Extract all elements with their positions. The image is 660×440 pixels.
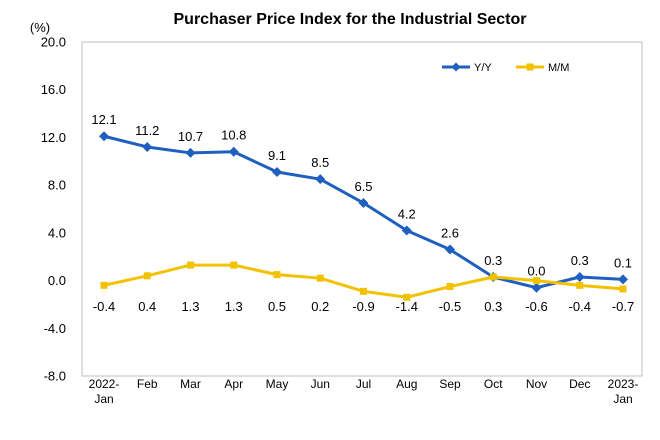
x-tick-label: 2023-Jan xyxy=(608,377,639,406)
data-point xyxy=(360,287,367,295)
data-point xyxy=(100,281,108,289)
y-tick-label: 12.0 xyxy=(41,130,66,145)
data-point xyxy=(619,285,627,293)
x-tick-label: Aug xyxy=(396,377,417,391)
data-point xyxy=(618,274,628,285)
data-point xyxy=(142,141,153,152)
data-label-mm: 0.4 xyxy=(138,299,156,314)
data-label-yy: 0.3 xyxy=(571,253,589,268)
data-label-yy: 10.8 xyxy=(221,128,246,143)
y-tick-label: 20.0 xyxy=(41,35,66,50)
data-point xyxy=(574,271,585,282)
data-point xyxy=(446,283,454,291)
data-label-yy: 9.1 xyxy=(268,148,286,163)
data-point xyxy=(187,261,194,269)
data-label-mm: 1.3 xyxy=(181,299,199,314)
legend-item: Y/Y xyxy=(442,62,492,74)
y-tick-label: 0.0 xyxy=(48,273,66,288)
data-point xyxy=(272,167,282,178)
data-point xyxy=(576,281,584,289)
x-tick-label: Dec xyxy=(569,377,590,391)
data-labels: 12.1 11.2 10.7 10.8 9.1 8.5 6.5 4.2 2.6 0.3 0.0 0.3… xyxy=(91,112,634,314)
data-point xyxy=(185,147,196,158)
x-tick-label: May xyxy=(266,377,289,391)
data-label-yy: 0.0 xyxy=(527,264,545,279)
data-label-yy: 2.6 xyxy=(441,226,459,241)
plot-area-border xyxy=(81,41,643,377)
series-layer xyxy=(99,131,628,301)
data-label-yy: 4.2 xyxy=(398,206,416,221)
y-axis-ticks: 20.0 16.0 12.0 8.0 4.0 0.0 -4.0 -8.0 xyxy=(41,35,66,384)
x-axis-ticks: 2022-Jan Feb Mar Apr May Jun Jul Aug Sep Oct Nov De… xyxy=(89,377,639,406)
legend-marker xyxy=(526,63,534,71)
data-point xyxy=(403,293,411,301)
y-axis-unit-label: (%) xyxy=(30,20,50,35)
y-tick-label: 4.0 xyxy=(48,225,66,240)
legend: Y/Y M/M xyxy=(442,62,569,74)
data-point xyxy=(489,273,497,281)
data-point xyxy=(143,272,151,280)
data-point xyxy=(316,274,324,282)
data-point xyxy=(230,261,238,269)
data-point xyxy=(228,146,239,157)
legend-label: M/M xyxy=(548,62,569,74)
data-label-mm: -1.4 xyxy=(396,299,418,314)
legend-item: M/M xyxy=(516,62,569,74)
data-label-yy: 12.1 xyxy=(91,112,116,127)
data-label-mm: -0.9 xyxy=(352,299,374,314)
y-tick-label: 16.0 xyxy=(41,82,66,97)
data-label-mm: 0.2 xyxy=(311,299,329,314)
data-point xyxy=(358,198,369,209)
data-label-mm: -0.5 xyxy=(439,299,461,314)
x-tick-label: 2022-Jan xyxy=(89,377,120,406)
data-point xyxy=(533,277,540,285)
data-label-yy: 0.1 xyxy=(614,255,632,270)
data-label-yy: 10.7 xyxy=(178,129,203,144)
x-tick-label: Jul xyxy=(356,377,371,391)
data-label-mm: -0.6 xyxy=(525,299,547,314)
x-tick-label: Feb xyxy=(137,377,158,391)
data-label-mm: -0.7 xyxy=(612,299,634,314)
x-tick-label: Oct xyxy=(484,377,503,391)
data-label-mm: 1.3 xyxy=(225,299,243,314)
x-tick-label: Nov xyxy=(526,377,547,391)
x-tick-label: Jun xyxy=(311,377,330,391)
data-label-yy: 8.5 xyxy=(311,155,329,170)
data-point xyxy=(445,244,455,255)
y-tick-label: 8.0 xyxy=(48,178,66,193)
series-m-m xyxy=(100,261,627,301)
data-label-mm: 0.3 xyxy=(484,299,502,314)
data-label-mm: -0.4 xyxy=(93,299,115,314)
chart-title: Purchaser Price Index for the Industrial… xyxy=(174,11,527,28)
x-tick-label: Apr xyxy=(224,377,243,391)
y-tick-label: -8.0 xyxy=(44,369,66,384)
data-point xyxy=(273,271,281,279)
data-label-mm: 0.5 xyxy=(268,299,286,314)
data-point xyxy=(531,282,542,293)
legend-marker xyxy=(451,62,461,72)
legend-label: Y/Y xyxy=(474,62,492,74)
x-tick-label: Sep xyxy=(439,377,461,391)
data-point xyxy=(99,131,109,142)
data-label-mm: -0.4 xyxy=(569,299,591,314)
data-point xyxy=(401,225,412,236)
y-tick-label: -4.0 xyxy=(44,321,66,336)
data-point xyxy=(315,174,326,185)
data-label-yy: 6.5 xyxy=(354,179,372,194)
data-label-yy: 11.2 xyxy=(135,123,159,138)
x-tick-label: Mar xyxy=(180,377,201,391)
data-label-yy: 0.3 xyxy=(484,253,502,268)
